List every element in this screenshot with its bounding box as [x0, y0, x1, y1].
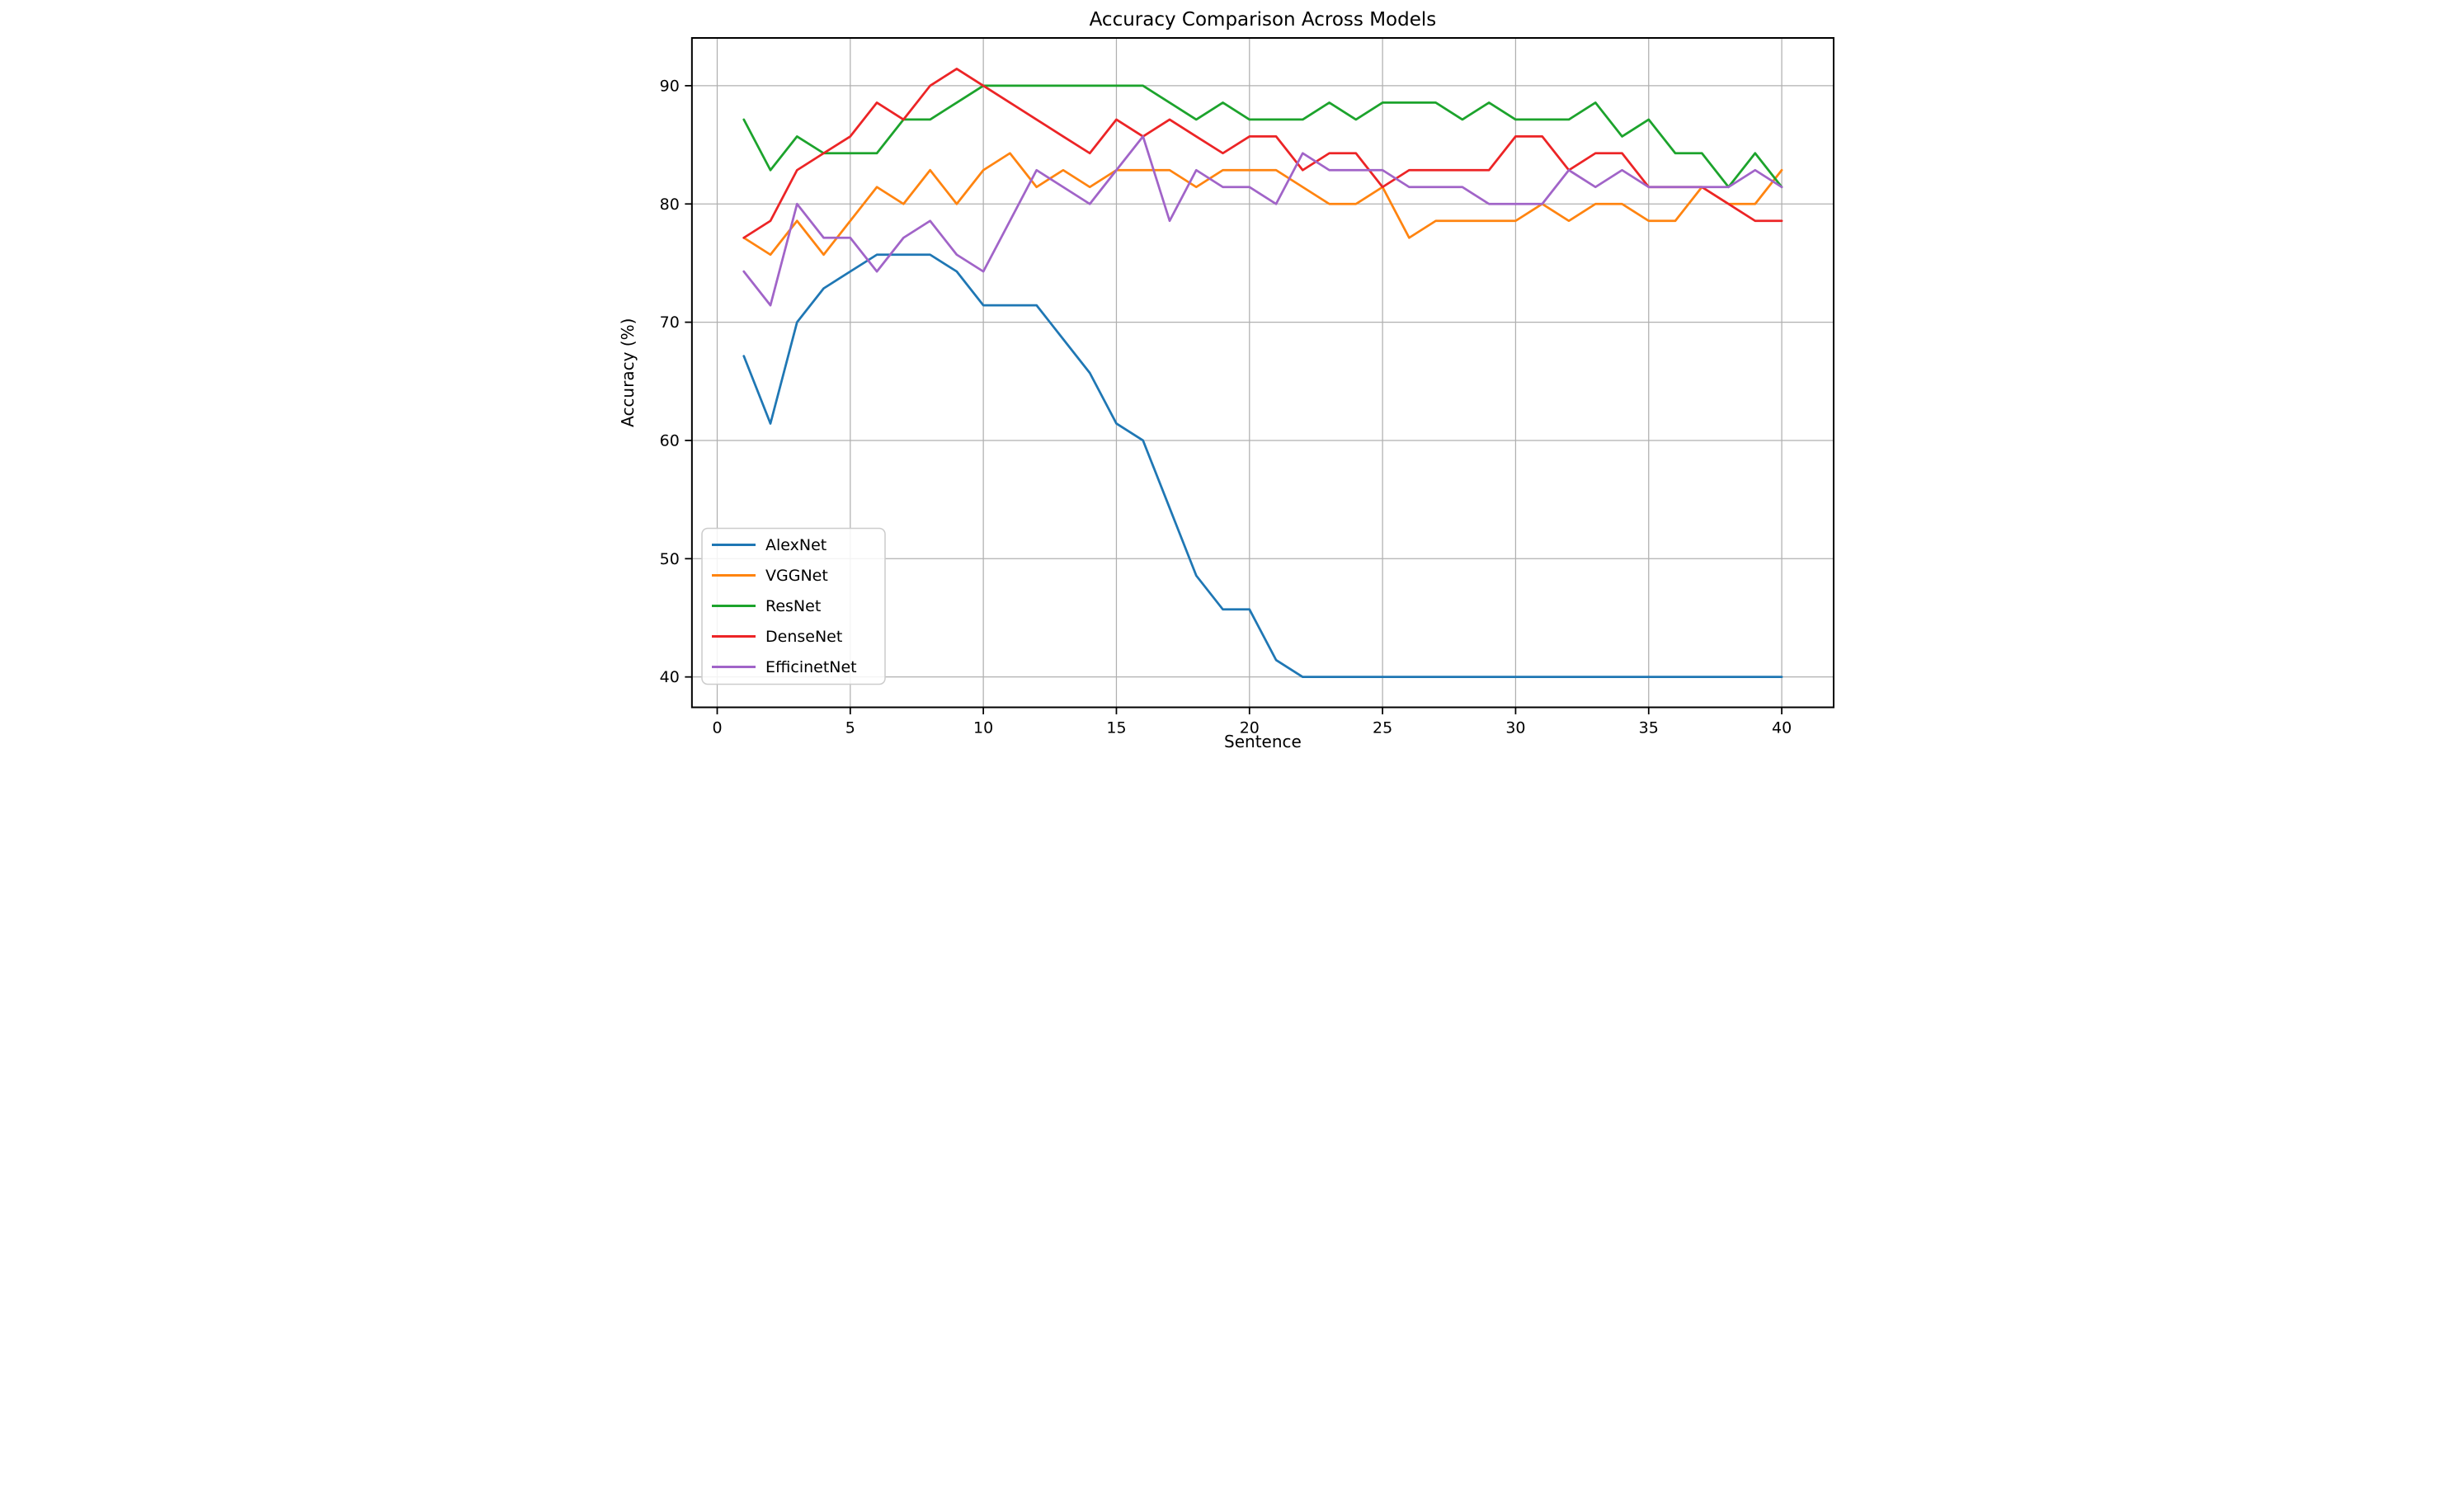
legend-item-vggnet: VGGNet — [711, 567, 828, 585]
legend-item-alexnet: AlexNet — [711, 536, 826, 554]
chart-title: Accuracy Comparison Across Models — [1089, 9, 1436, 31]
y-tick-label: 70 — [659, 313, 679, 332]
series-line-vggnet — [742, 152, 1782, 257]
legend-box — [700, 527, 886, 685]
x-tick-label: 40 — [1771, 719, 1791, 737]
x-tick-label: 30 — [1505, 719, 1525, 737]
legend-label: AlexNet — [765, 536, 826, 554]
legend-item-resnet: ResNet — [711, 597, 821, 615]
series-line-alexnet — [742, 253, 1782, 679]
y-tick-label: 40 — [659, 668, 679, 686]
x-tick-label: 10 — [973, 719, 993, 737]
figure: 0 5 10 15 20 25 30 35 40 40 50 60 70 80 90 Accuracy Co… — [616, 0, 1848, 756]
y-tick-label: 60 — [659, 431, 679, 450]
legend: AlexNet VGGNet ResNet DenseNet EfficinetNet — [700, 527, 886, 685]
x-tick-label: 0 — [712, 719, 722, 737]
series-line-densenet — [742, 68, 1782, 239]
legend-label: VGGNet — [765, 567, 828, 585]
legend-label: DenseNet — [765, 628, 842, 646]
x-tick-label: 5 — [845, 719, 855, 737]
plot-border — [690, 37, 1834, 709]
y-tick-label: 80 — [659, 195, 679, 214]
legend-item-efficinetnet: EfficinetNet — [711, 658, 857, 676]
x-tick-label: 35 — [1638, 719, 1658, 737]
x-axis-label: Sentence — [1224, 732, 1302, 751]
x-tick-label: 25 — [1373, 719, 1392, 737]
tick-labels: 0 5 10 15 20 25 30 35 40 40 50 60 70 80 90 — [659, 77, 1792, 737]
legend-label: EfficinetNet — [765, 658, 857, 676]
plot-spines — [690, 37, 1834, 709]
axis-ticks — [684, 85, 1782, 714]
series-line-efficinetnet — [742, 135, 1782, 307]
series-line-resnet — [742, 84, 1782, 189]
data-series — [742, 68, 1782, 679]
x-tick-label: 20 — [1239, 719, 1259, 737]
accuracy-line-chart: 0 5 10 15 20 25 30 35 40 40 50 60 70 80 90 Accuracy Co… — [618, 9, 1834, 751]
x-tick-label: 15 — [1106, 719, 1126, 737]
legend-label: ResNet — [765, 597, 821, 615]
y-axis-label: Accuracy (%) — [618, 318, 638, 427]
y-tick-label: 90 — [659, 77, 679, 95]
legend-item-densenet: DenseNet — [711, 628, 842, 646]
y-tick-label: 50 — [659, 550, 679, 568]
